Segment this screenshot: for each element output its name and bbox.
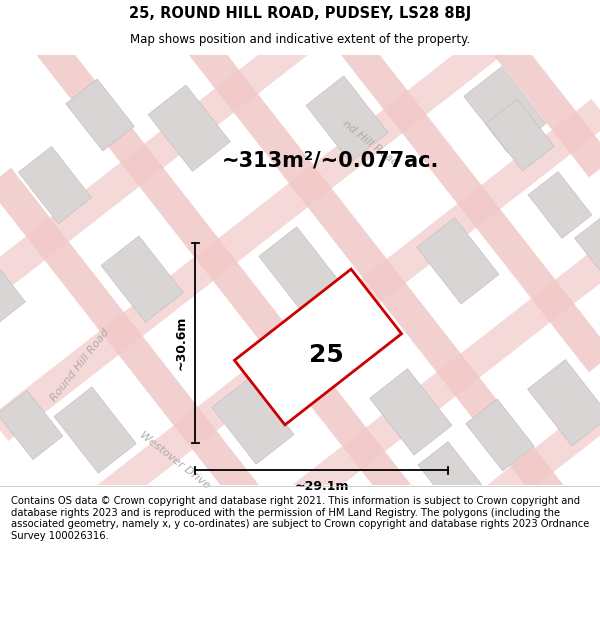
Text: ~29.1m: ~29.1m [294, 479, 349, 492]
Polygon shape [575, 209, 600, 295]
Polygon shape [19, 146, 92, 224]
Text: 25, ROUND HILL ROAD, PUDSEY, LS28 8BJ: 25, ROUND HILL ROAD, PUDSEY, LS28 8BJ [129, 6, 471, 21]
Polygon shape [353, 0, 435, 11]
Polygon shape [66, 79, 134, 151]
Polygon shape [259, 227, 341, 313]
Polygon shape [481, 511, 563, 597]
Polygon shape [464, 67, 546, 153]
Polygon shape [101, 236, 183, 322]
Text: 25: 25 [308, 343, 343, 367]
Polygon shape [486, 99, 554, 171]
Text: Westover Drive: Westover Drive [138, 429, 212, 491]
Polygon shape [466, 399, 534, 471]
Polygon shape [527, 359, 600, 446]
Text: nd Hill Road: nd Hill Road [340, 118, 400, 168]
Text: ~30.6m: ~30.6m [175, 316, 187, 370]
Polygon shape [306, 76, 388, 162]
Polygon shape [0, 391, 63, 459]
Polygon shape [323, 519, 405, 606]
Text: Contains OS data © Crown copyright and database right 2021. This information is : Contains OS data © Crown copyright and d… [11, 496, 589, 541]
Text: ~313m²/~0.077ac.: ~313m²/~0.077ac. [221, 150, 439, 170]
Polygon shape [370, 369, 452, 455]
Polygon shape [54, 387, 136, 473]
Polygon shape [0, 245, 25, 331]
Text: Map shows position and indicative extent of the property.: Map shows position and indicative extent… [130, 33, 470, 46]
Polygon shape [511, 0, 593, 2]
Polygon shape [528, 172, 592, 238]
Polygon shape [148, 85, 230, 171]
Polygon shape [165, 529, 247, 615]
Text: Round Hill Road: Round Hill Road [49, 327, 111, 403]
Polygon shape [418, 442, 482, 508]
Polygon shape [235, 269, 401, 425]
Polygon shape [212, 378, 294, 464]
Polygon shape [417, 217, 499, 304]
